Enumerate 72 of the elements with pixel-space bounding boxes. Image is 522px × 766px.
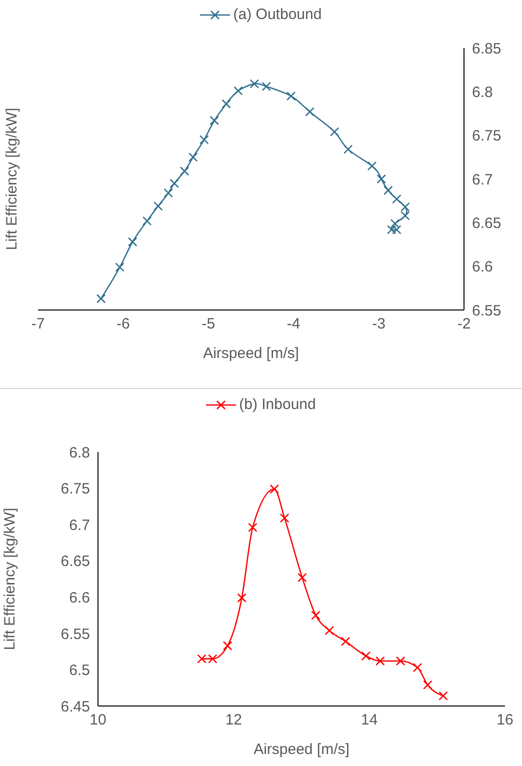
point [222, 99, 231, 109]
y-tick-label: 6.8 [472, 84, 493, 101]
point [384, 186, 393, 196]
y-tick-label: 6.75 [472, 128, 502, 145]
point [210, 116, 220, 126]
point [400, 211, 410, 220]
point [311, 610, 320, 620]
x-tick-label: 10 [90, 712, 106, 729]
y-tick-label: 6.5 [69, 662, 90, 680]
point [396, 656, 406, 666]
x-axis-title: Airspeed [m/s] [254, 741, 350, 758]
point [343, 144, 353, 154]
point [199, 135, 209, 144]
point [237, 593, 246, 603]
point [222, 641, 232, 650]
point [412, 662, 422, 672]
x-axis-title: Airspeed [m/s] [203, 345, 299, 362]
point [128, 237, 138, 247]
x-tick-label: 12 [225, 712, 242, 729]
y-tick-label: 6.55 [472, 302, 502, 320]
point [280, 513, 290, 523]
y-tick-label: 6.7 [472, 171, 493, 188]
x-tick-label: 14 [360, 712, 378, 729]
legend-label: (b) Inbound [239, 396, 316, 413]
y-tick-label: 6.55 [60, 626, 90, 643]
y-tick-label: 6.85 [472, 40, 502, 58]
y-tick-label: 6.65 [60, 553, 90, 570]
point [438, 691, 448, 700]
point [262, 82, 271, 92]
y-axis-title: Lift Efficiency [kg/kW] [2, 508, 18, 650]
x-tick-label: -2 [457, 316, 471, 333]
x-tick-label: -3 [372, 316, 386, 333]
point [286, 91, 296, 101]
point [234, 86, 243, 96]
point [324, 626, 334, 636]
point [340, 636, 350, 646]
point [423, 680, 432, 690]
x-tick-label: -4 [286, 316, 300, 333]
x-tick-label: -7 [31, 316, 45, 333]
point [298, 572, 307, 582]
point [250, 79, 260, 88]
y-tick-label: 6.75 [60, 480, 90, 498]
point [367, 161, 377, 171]
point [376, 656, 385, 666]
y-tick-label: 6.8 [69, 444, 90, 462]
point [153, 201, 163, 211]
point [305, 107, 314, 116]
point [376, 174, 386, 184]
point [270, 484, 280, 494]
x-tick-label: -6 [116, 316, 130, 333]
point [180, 166, 190, 176]
point [164, 188, 174, 198]
x-tick-label: 16 [496, 712, 514, 729]
point [170, 178, 179, 188]
x-tick-label: -5 [202, 316, 216, 333]
y-tick-label: 6.7 [69, 516, 90, 534]
y-axis-title: Lift Efficiency [kg/kW] [4, 108, 20, 250]
point [188, 152, 198, 162]
point [142, 216, 152, 226]
point [361, 651, 371, 661]
point [96, 294, 106, 304]
legend-label: (a) Outbound [233, 6, 322, 23]
point [248, 522, 258, 532]
point [400, 202, 410, 212]
point [392, 194, 402, 204]
y-tick-label: 6.45 [60, 698, 90, 716]
y-tick-label: 6.65 [472, 214, 502, 232]
point [115, 262, 124, 272]
y-tick-label: 6.6 [472, 258, 493, 276]
point [330, 127, 340, 136]
y-tick-label: 6.6 [69, 589, 90, 606]
point [390, 218, 400, 228]
